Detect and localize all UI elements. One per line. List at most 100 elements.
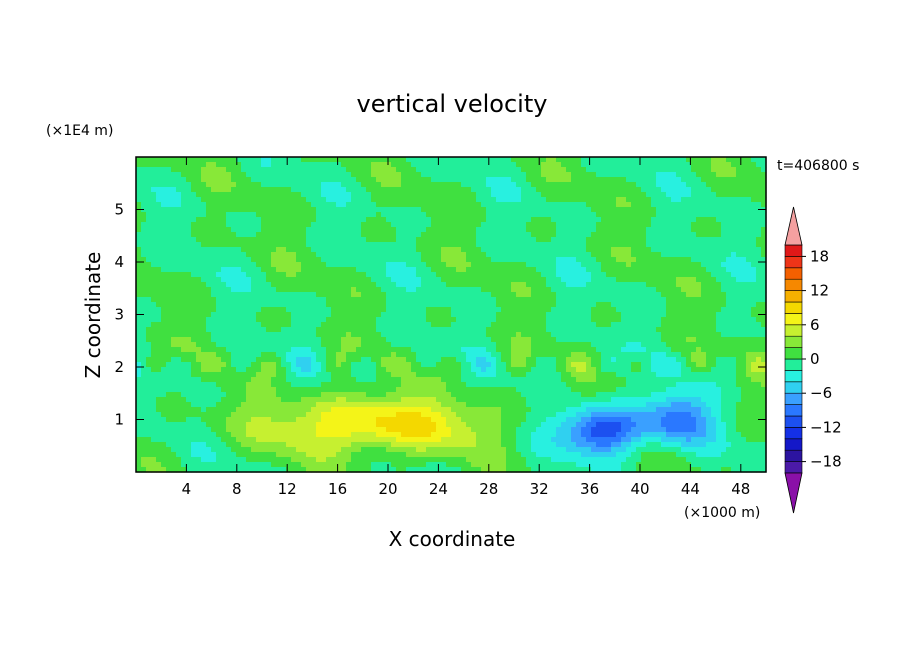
field-cell [371, 302, 377, 308]
field-cell [246, 297, 252, 303]
field-cell [726, 177, 732, 183]
field-cell [201, 352, 207, 358]
field-cell [626, 162, 632, 168]
field-cell [681, 322, 687, 328]
field-cell [361, 212, 367, 218]
field-cell [461, 282, 467, 288]
field-cell [676, 212, 682, 218]
field-cell [341, 247, 347, 253]
field-cell [241, 212, 247, 218]
field-cell [396, 342, 402, 348]
field-cell [466, 187, 472, 193]
field-cell [186, 337, 192, 343]
field-cell [571, 167, 577, 173]
field-cell [631, 282, 637, 288]
field-cell [561, 197, 567, 203]
field-cell [761, 287, 767, 293]
field-cell [266, 202, 272, 208]
field-cell [391, 297, 397, 303]
field-cell [476, 202, 482, 208]
field-cell [226, 212, 232, 218]
field-cell [321, 262, 327, 268]
field-cell [176, 302, 182, 308]
field-cell [436, 237, 442, 243]
field-cell [521, 267, 527, 273]
field-cell [756, 232, 762, 238]
field-cell [251, 157, 257, 163]
field-cell [226, 282, 232, 288]
field-cell [151, 347, 157, 353]
field-cell [231, 307, 237, 313]
field-cell [381, 327, 387, 333]
field-cell [676, 252, 682, 258]
field-cell [441, 282, 447, 288]
field-cell [326, 282, 332, 288]
field-cell [241, 282, 247, 288]
field-cell [311, 287, 317, 293]
field-cell [626, 282, 632, 288]
field-cell [401, 282, 407, 288]
field-cell [686, 292, 692, 298]
field-cell [156, 197, 162, 203]
field-cell [571, 282, 577, 288]
field-cell [196, 327, 202, 333]
field-cell [731, 292, 737, 298]
field-cell [316, 347, 322, 353]
field-cell [356, 307, 362, 313]
field-cell [461, 347, 467, 353]
field-cell [221, 252, 227, 258]
field-cell [236, 217, 242, 223]
field-cell [181, 252, 187, 258]
field-cell [556, 327, 562, 333]
field-cell [531, 192, 537, 198]
field-cell [391, 242, 397, 248]
field-cell [356, 272, 362, 278]
field-cell [386, 307, 392, 313]
field-cell [201, 282, 207, 288]
field-cell [216, 287, 222, 293]
field-cell [256, 282, 262, 288]
field-cell [181, 227, 187, 233]
field-cell [441, 252, 447, 258]
field-cell [386, 217, 392, 223]
field-cell [241, 192, 247, 198]
field-cell [166, 212, 172, 218]
field-cell [741, 177, 747, 183]
field-cell [631, 327, 637, 333]
field-cell [641, 212, 647, 218]
field-cell [761, 237, 767, 243]
field-cell [421, 207, 427, 213]
field-cell [456, 187, 462, 193]
field-cell [576, 207, 582, 213]
field-cell [551, 197, 557, 203]
field-cell [616, 157, 622, 163]
field-cell [571, 337, 577, 343]
field-cell [451, 352, 457, 358]
field-cell [166, 157, 172, 163]
field-cell [276, 157, 282, 163]
field-cell [556, 237, 562, 243]
field-cell [596, 242, 602, 248]
field-cell [361, 177, 367, 183]
field-cell [241, 187, 247, 193]
field-cell [151, 232, 157, 238]
field-cell [236, 332, 242, 338]
field-cell [306, 212, 312, 218]
field-cell [491, 247, 497, 253]
field-cell [511, 237, 517, 243]
field-cell [716, 262, 722, 268]
field-cell [476, 327, 482, 333]
field-cell [531, 187, 537, 193]
field-cell [401, 207, 407, 213]
field-cell [176, 187, 182, 193]
field-cell [486, 292, 492, 298]
field-cell [286, 247, 292, 253]
field-cell [581, 217, 587, 223]
field-cell [221, 197, 227, 203]
field-cell [691, 182, 697, 188]
field-cell [276, 267, 282, 273]
field-cell [736, 197, 742, 203]
field-cell [256, 262, 262, 268]
field-cell [176, 317, 182, 323]
field-cell [706, 262, 712, 268]
